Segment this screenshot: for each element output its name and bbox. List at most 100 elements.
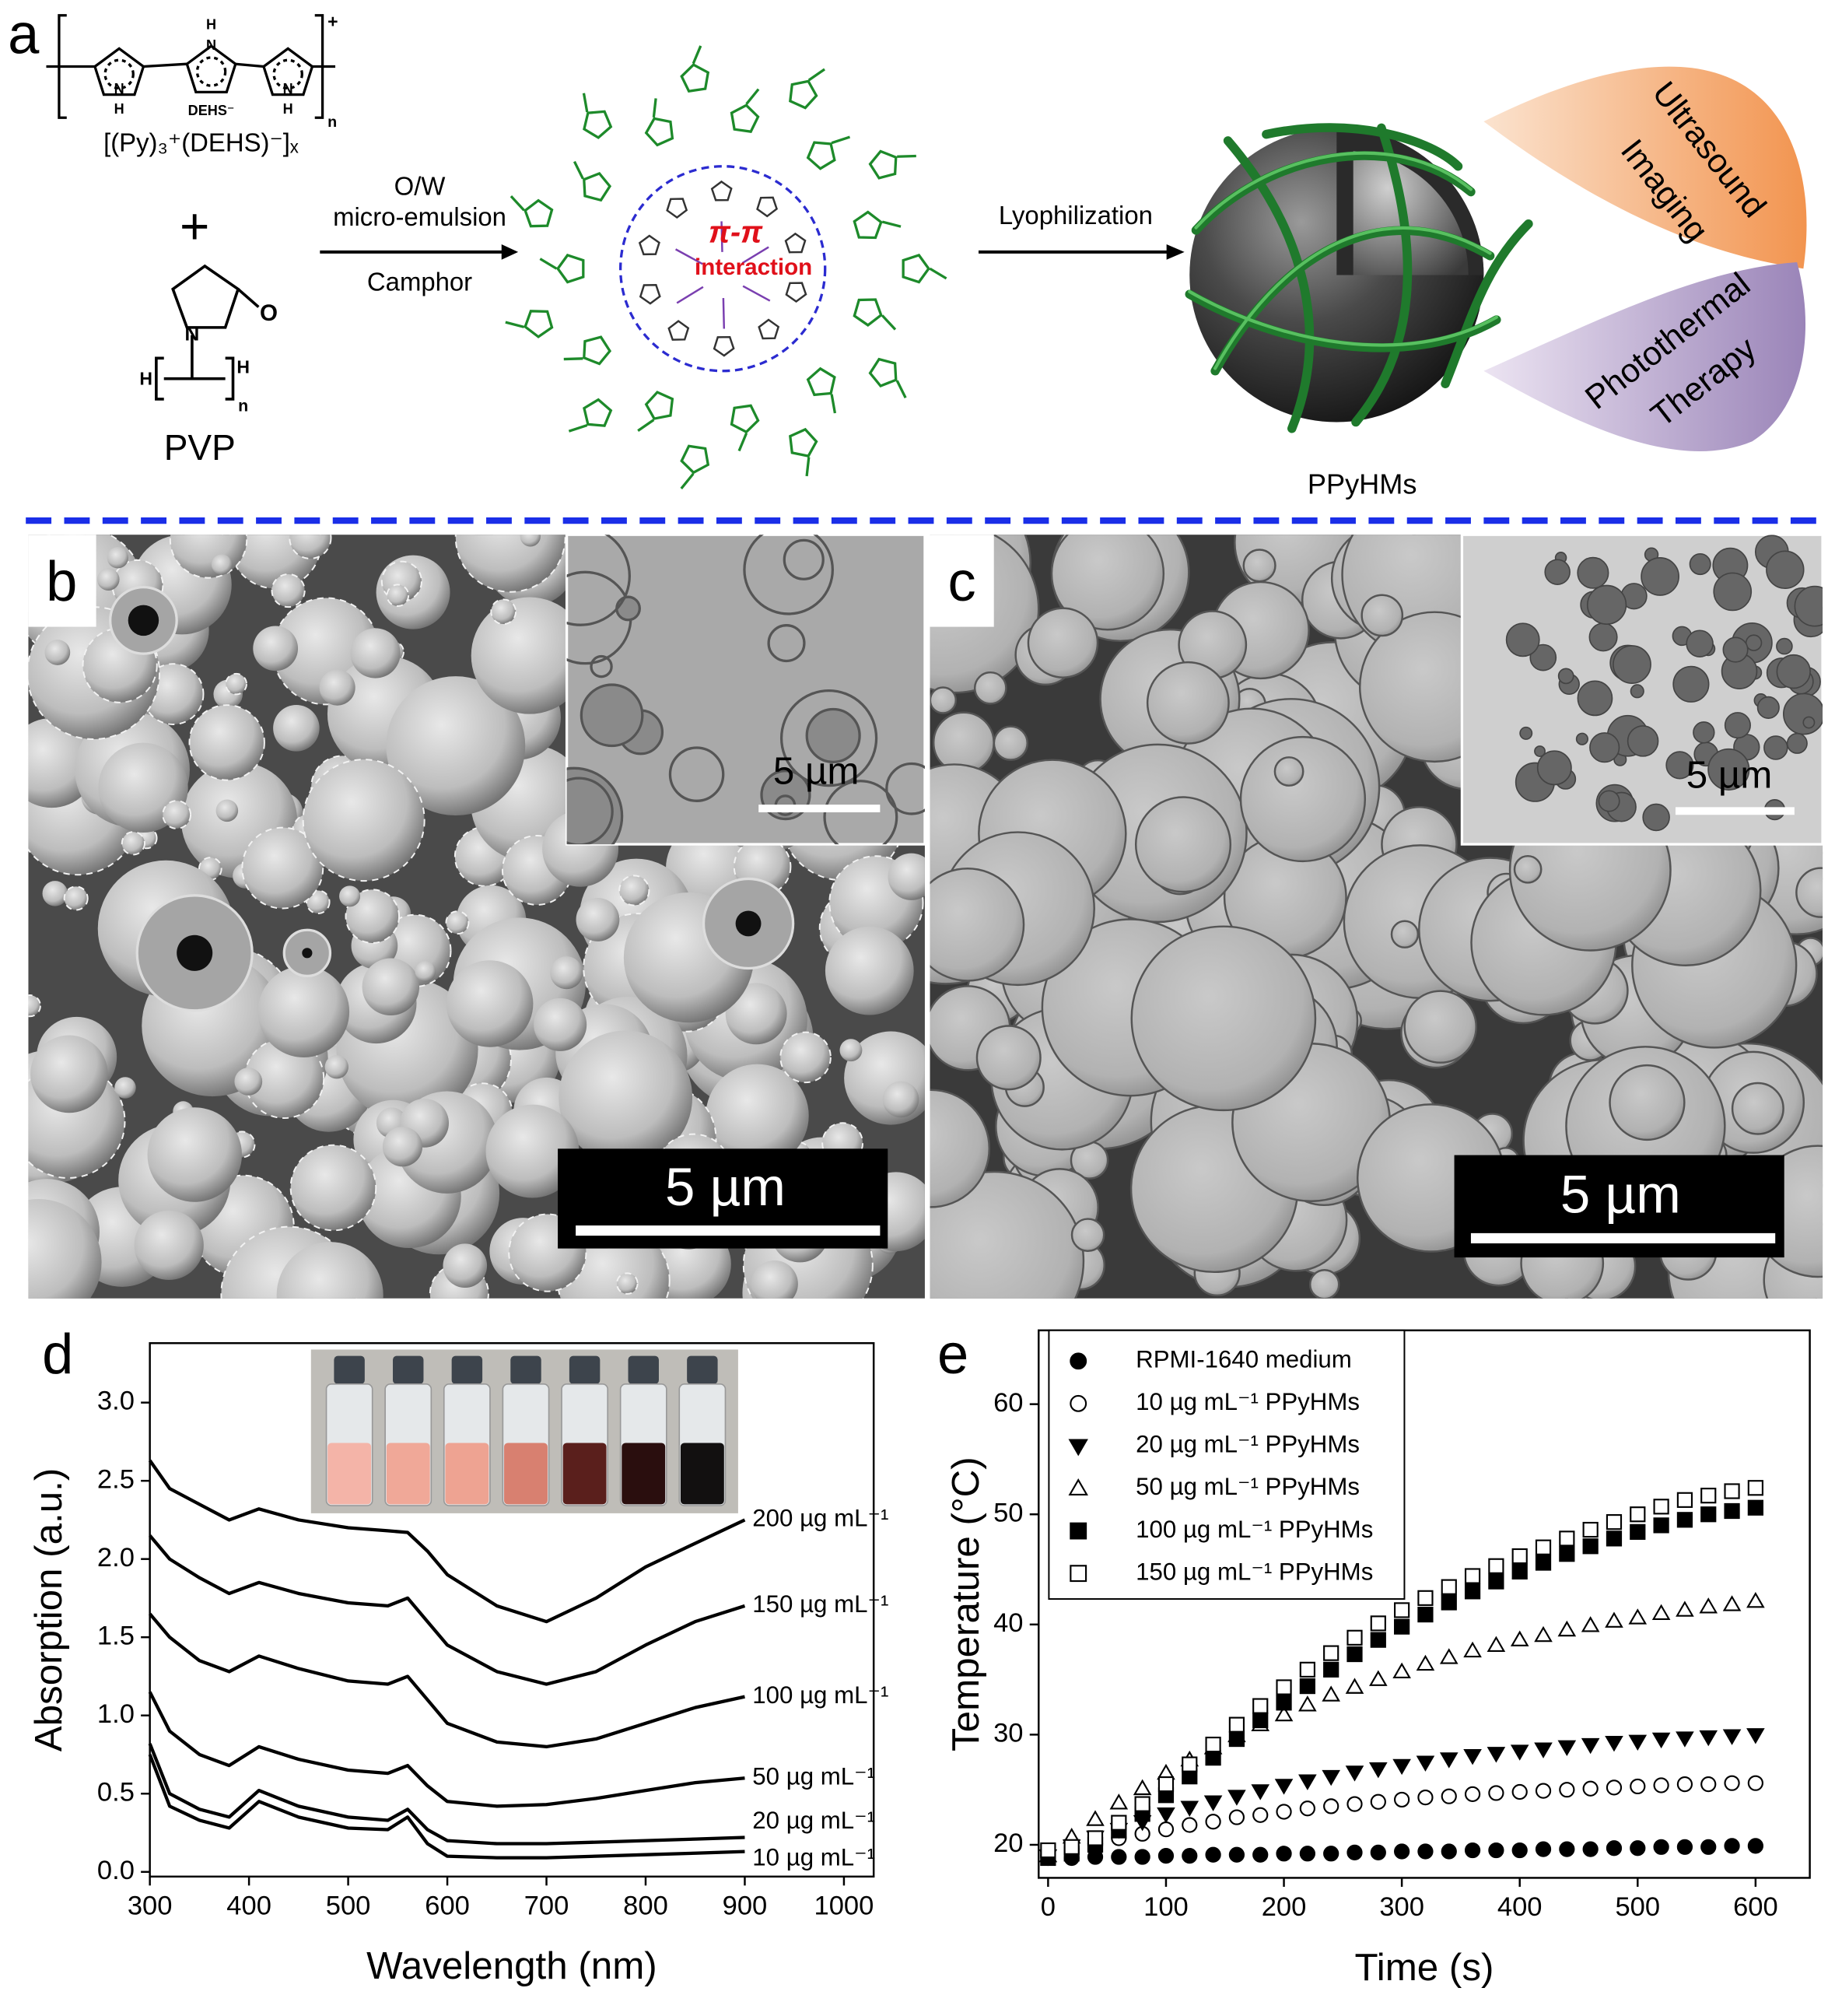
marker [1070, 1352, 1087, 1370]
marker [1630, 1840, 1646, 1856]
pvp-chain [881, 314, 897, 331]
marker [1369, 1670, 1388, 1686]
pvp-chain [637, 419, 655, 432]
marker [1628, 1608, 1648, 1625]
marker [1746, 1728, 1765, 1744]
marker [1700, 1839, 1717, 1855]
pvp-chain [539, 258, 558, 270]
dopant: DEHS⁻ [188, 103, 235, 118]
pvp-unit [789, 427, 818, 458]
marker [1134, 1796, 1150, 1812]
vial-cap [510, 1355, 541, 1384]
marker [1299, 1846, 1315, 1862]
interaction-arrow [722, 298, 726, 329]
tem-particle [1776, 654, 1811, 689]
particle [289, 535, 332, 559]
pvp-chain [680, 472, 695, 490]
marker [1487, 1747, 1506, 1763]
tem-inset [566, 535, 925, 845]
interaction-arrow [674, 248, 703, 265]
marker [1323, 1798, 1339, 1814]
marker [1346, 1646, 1363, 1663]
atom-label: H [283, 101, 293, 117]
tem-particle [1529, 643, 1557, 671]
vial-liquid [327, 1443, 372, 1505]
marker [1299, 1678, 1315, 1695]
particle [550, 956, 583, 990]
particle [993, 725, 1029, 761]
x-tick-label: 400 [1497, 1892, 1543, 1922]
pvp-structure [155, 264, 260, 401]
marker [1628, 1734, 1648, 1751]
tem-particle [1724, 712, 1751, 739]
particle [839, 1039, 863, 1062]
particle [1146, 661, 1230, 745]
pvp-unit [583, 335, 612, 366]
marker [1441, 1579, 1457, 1595]
pvp-chain [505, 321, 525, 328]
marker [1417, 1590, 1434, 1606]
particle [751, 1260, 798, 1299]
chart: e 0 100 200 300 400 500 600 20 30 40 50 60 Time (s) Te… [937, 1324, 1811, 1989]
marker [1276, 1846, 1292, 1862]
tem-particle [1665, 751, 1694, 780]
marker [1439, 1648, 1459, 1664]
particle [215, 799, 239, 822]
micelle-text: π-π [709, 215, 763, 249]
marker [1582, 1521, 1599, 1538]
marker [1182, 1848, 1198, 1864]
tem-particle [1756, 696, 1780, 719]
marker [1488, 1573, 1504, 1590]
particle [121, 831, 145, 856]
marker [1299, 1661, 1315, 1678]
particle [234, 1068, 263, 1096]
micelle [505, 45, 947, 490]
marker [1133, 1779, 1152, 1796]
vial-liquid [386, 1443, 430, 1505]
tem-particle [1630, 684, 1644, 699]
marker [1392, 1758, 1411, 1776]
marker [1676, 1601, 1694, 1617]
tem-shell [767, 624, 806, 663]
tem-shell [590, 654, 613, 678]
marker [1298, 1774, 1317, 1790]
marker [1346, 1844, 1363, 1860]
tem-particle [1575, 732, 1588, 745]
marker [1370, 1844, 1386, 1860]
marker [1511, 1563, 1528, 1579]
marker [1488, 1558, 1504, 1574]
hollow-opening [128, 605, 159, 636]
marker [1559, 1782, 1575, 1798]
charge: + [327, 12, 338, 32]
particle [1242, 549, 1276, 583]
tem-particle [1794, 585, 1823, 627]
marker [1346, 1796, 1363, 1812]
pvp-chain [881, 220, 902, 228]
tem-shell [615, 595, 641, 622]
tem-particle [1745, 634, 1763, 651]
inset-scale-label: 5 µm [1686, 754, 1773, 797]
marker [1205, 1750, 1221, 1766]
atom-label: N [206, 37, 216, 53]
particle [1130, 925, 1317, 1112]
interaction-arrow [676, 286, 704, 304]
marker [1068, 1478, 1088, 1495]
marker [1252, 1712, 1269, 1729]
marker [1511, 1783, 1528, 1800]
particle [616, 1272, 639, 1295]
pvp-unit [644, 391, 674, 420]
marker [1276, 1679, 1292, 1695]
pvp-unit [583, 171, 612, 202]
pvp-chain [737, 433, 748, 452]
marker [1606, 1530, 1623, 1547]
atom-label: N [184, 322, 199, 345]
legend-label: 20 µg mL⁻¹ PPyHMs [1136, 1431, 1360, 1458]
tem-particle [1642, 803, 1670, 832]
particle [345, 889, 401, 944]
pvp-unit [556, 254, 585, 284]
x-tick-label: 600 [1733, 1892, 1778, 1922]
marker [1323, 1645, 1339, 1661]
tem-particle [1783, 692, 1823, 735]
